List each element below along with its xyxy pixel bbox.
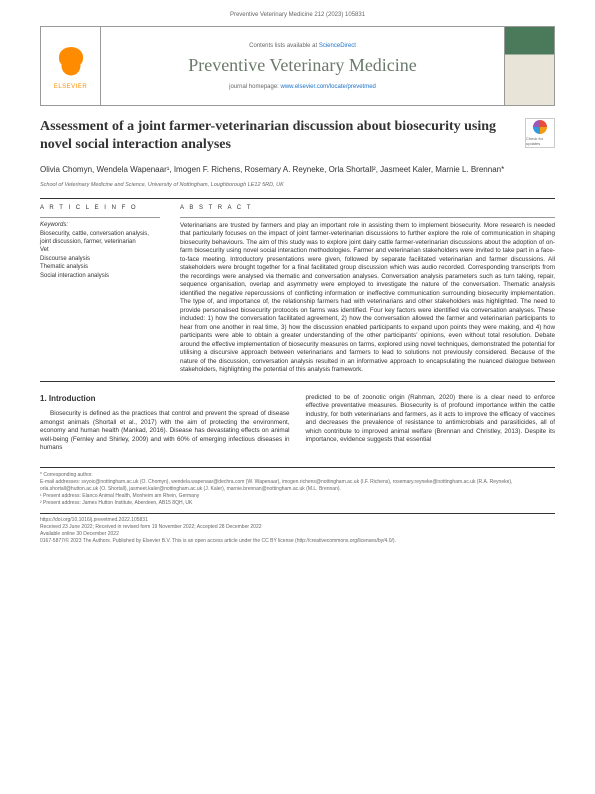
body-columns: 1. Introduction Biosecurity is defined a… xyxy=(40,394,555,453)
addr1-note: ¹ Present address: Elanco Animal Health,… xyxy=(40,493,555,500)
homepage-link[interactable]: www.elsevier.com/locate/prevetmed xyxy=(281,84,376,90)
info-divider xyxy=(40,217,160,218)
check-updates-label: Check for updates xyxy=(526,136,554,146)
doi-link[interactable]: https://doi.org/10.1016/j.prevetmed.2022… xyxy=(40,517,148,523)
check-updates-badge[interactable]: Check for updates xyxy=(525,118,555,148)
elsevier-tree-icon xyxy=(51,42,91,82)
authors-line: Olivia Chomyn, Wendela Wapenaar¹, Imogen… xyxy=(40,164,555,175)
intro-para-2: predicted to be of zoonotic origin (Rahm… xyxy=(306,394,556,445)
homepage-line: journal homepage: www.elsevier.com/locat… xyxy=(229,84,376,90)
received-line: Received 23 June 2022; Received in revis… xyxy=(40,524,555,531)
homepage-prefix: journal homepage: xyxy=(229,84,280,90)
footnotes: * Corresponding author. E-mail addresses… xyxy=(40,467,555,507)
article-info: A R T I C L E I N F O Keywords: Biosecur… xyxy=(40,205,160,375)
article-header: Check for updates Assessment of a joint … xyxy=(40,118,555,188)
addr2-note: ² Present address: James Hutton Institut… xyxy=(40,500,555,507)
divider-top xyxy=(40,198,555,199)
journal-cover-thumb xyxy=(504,27,554,105)
crossmark-icon xyxy=(533,120,547,134)
available-line: Available online 30 December 2022 xyxy=(40,531,555,538)
abstract-text: Veterinarians are trusted by farmers and… xyxy=(180,222,555,375)
emails-note: E-mail addresses: svyoic@nottingham.ac.u… xyxy=(40,479,555,493)
divider-bottom xyxy=(40,381,555,382)
abstract-divider xyxy=(180,217,555,218)
keywords-label: Keywords: xyxy=(40,222,160,228)
footer-bar: https://doi.org/10.1016/j.prevetmed.2022… xyxy=(40,513,555,545)
contents-prefix: Contents lists available at xyxy=(249,43,319,49)
elsevier-logo: ELSEVIER xyxy=(41,27,101,105)
affiliation: School of Veterinary Medicine and Scienc… xyxy=(40,182,555,188)
article-info-heading: A R T I C L E I N F O xyxy=(40,205,160,211)
sciencedirect-link[interactable]: ScienceDirect xyxy=(319,43,356,49)
elsevier-text: ELSEVIER xyxy=(54,84,87,90)
abstract-block: A B S T R A C T Veterinarians are truste… xyxy=(180,205,555,375)
body-col-right: predicted to be of zoonotic origin (Rahm… xyxy=(306,394,556,453)
intro-para-1: Biosecurity is defined as the practices … xyxy=(40,410,290,453)
contents-line: Contents lists available at ScienceDirec… xyxy=(249,43,356,49)
abstract-heading: A B S T R A C T xyxy=(180,205,555,211)
journal-center: Contents lists available at ScienceDirec… xyxy=(101,27,504,105)
copyright-line: 0167-5877/© 2023 The Authors. Published … xyxy=(40,538,555,545)
journal-title: Preventive Veterinary Medicine xyxy=(188,55,417,76)
corresponding-note: * Corresponding author. xyxy=(40,472,555,479)
keywords-list: Biosecurity, cattle, conversation analys… xyxy=(40,230,160,280)
section-1-heading: 1. Introduction xyxy=(40,394,290,405)
running-header: Preventive Veterinary Medicine 212 (2023… xyxy=(0,0,595,22)
article-title: Assessment of a joint farmer-veterinaria… xyxy=(40,118,555,154)
info-abstract-row: A R T I C L E I N F O Keywords: Biosecur… xyxy=(40,205,555,375)
body-col-left: 1. Introduction Biosecurity is defined a… xyxy=(40,394,290,453)
journal-masthead: ELSEVIER Contents lists available at Sci… xyxy=(40,26,555,106)
